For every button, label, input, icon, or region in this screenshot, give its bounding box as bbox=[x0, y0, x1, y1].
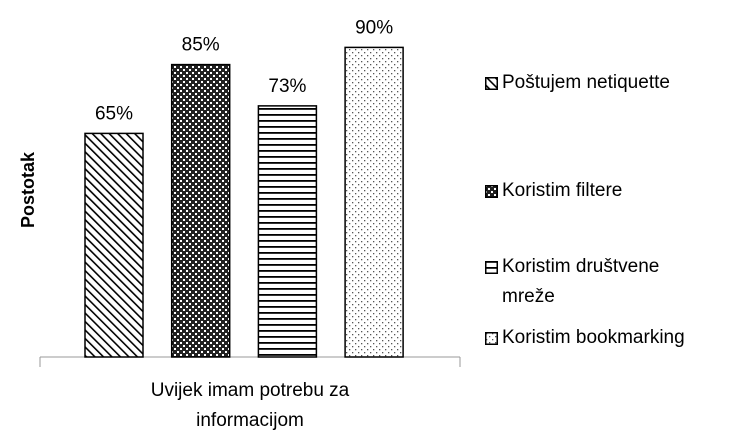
legend-item: Koristim bookmarking bbox=[485, 323, 695, 353]
bar bbox=[84, 132, 144, 358]
legend-label: Koristim društvene mreže bbox=[502, 256, 660, 307]
legend-swatch bbox=[485, 332, 498, 345]
legend-item: Poštujem netiquette bbox=[485, 68, 695, 98]
legend-label: Poštujem netiquette bbox=[502, 72, 670, 93]
legend-swatch bbox=[485, 261, 498, 274]
legend-item: Koristim društvene mreže bbox=[485, 252, 695, 312]
legend-swatch bbox=[485, 77, 498, 90]
legend-item: Koristim filtere bbox=[485, 176, 695, 206]
value-label: 90% bbox=[355, 17, 393, 38]
value-label: 65% bbox=[95, 103, 133, 124]
value-label: 73% bbox=[268, 76, 306, 97]
bar bbox=[257, 105, 318, 358]
bar bbox=[344, 46, 404, 358]
legend-swatch bbox=[485, 185, 498, 198]
legend-swatch-fill bbox=[485, 332, 498, 345]
category-label: Uvijek imam potrebu za informacijom bbox=[150, 380, 350, 431]
value-label: 85% bbox=[182, 35, 220, 56]
legend-swatch-fill bbox=[485, 261, 498, 274]
legend-swatch-fill bbox=[485, 185, 498, 198]
bar bbox=[170, 63, 231, 358]
y-axis-label: Postotak bbox=[18, 151, 38, 228]
legend-label: Koristim bookmarking bbox=[502, 327, 685, 348]
legend-label: Koristim filtere bbox=[502, 180, 623, 201]
legend-swatch-fill bbox=[485, 77, 498, 90]
